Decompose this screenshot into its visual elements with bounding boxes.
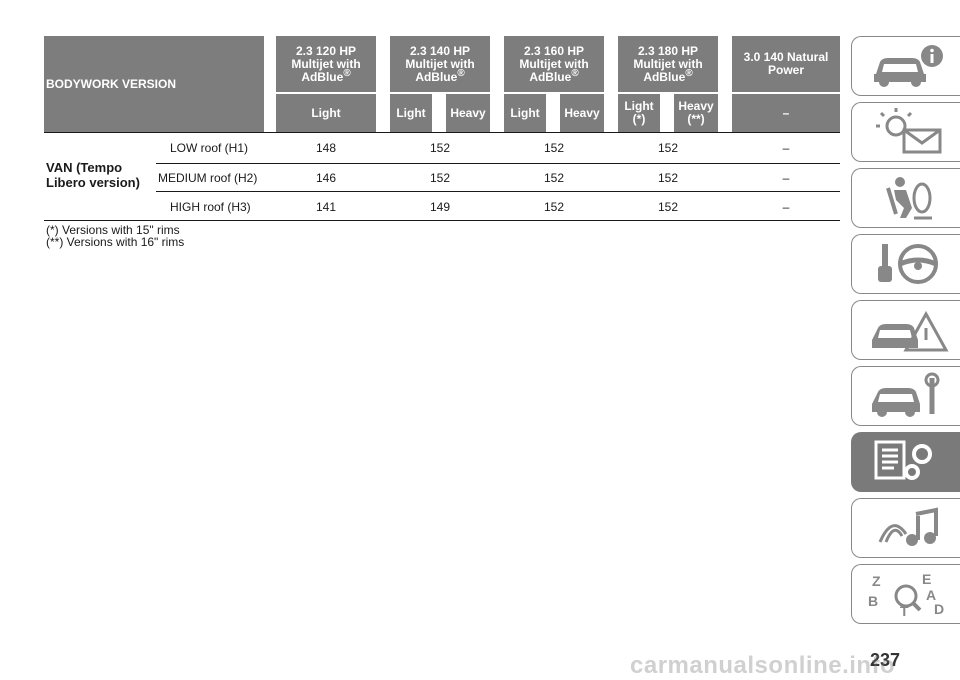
variant-light: Light	[276, 94, 376, 132]
tab-servicing[interactable]	[851, 366, 960, 426]
table-cell: 148	[315, 141, 337, 155]
svg-text:D: D	[934, 601, 944, 617]
table-cell: 152	[657, 171, 679, 185]
bodywork-version-header: BODYWORK VERSION	[44, 36, 264, 132]
table-cell: 152	[543, 171, 565, 185]
row-label: MEDIUM roof (H2)	[158, 171, 258, 185]
variant-light: Light	[504, 94, 546, 132]
table-rule-bottom	[44, 220, 840, 221]
svg-text:E: E	[922, 571, 931, 587]
tab-emergency[interactable]	[851, 300, 960, 360]
table-cell: 149	[429, 200, 451, 214]
table-cell: 152	[543, 141, 565, 155]
variant-none: –	[732, 94, 840, 132]
table-cell: 152	[429, 141, 451, 155]
footnote: (**) Versions with 16" rims	[46, 235, 185, 249]
tab-vehicle-info[interactable]	[851, 36, 960, 96]
variant-heavy: Heavy	[560, 94, 604, 132]
table-cell: –	[782, 171, 790, 185]
variant-light: Light	[390, 94, 432, 132]
row-label: HIGH roof (H3)	[170, 200, 251, 214]
page-number: 237	[870, 650, 901, 670]
variant-heavy-16in: Heavy (**)	[674, 94, 718, 132]
car-service-wrench-icon	[866, 372, 950, 420]
table-cell: 152	[657, 200, 679, 214]
svg-text:T: T	[900, 603, 909, 618]
footnote: (*) Versions with 15" rims	[46, 223, 180, 237]
svg-text:A: A	[926, 587, 936, 603]
table-cell: 152	[657, 141, 679, 155]
tab-technical-data[interactable]	[851, 432, 960, 492]
table-cell: –	[782, 141, 790, 155]
table-rule	[156, 191, 840, 192]
engine-header-natural-power: 3.0 140 Natural Power	[732, 36, 840, 92]
key-steering-wheel-icon	[866, 240, 950, 288]
variant-heavy: Heavy	[446, 94, 490, 132]
safety-airbag-icon	[866, 174, 950, 222]
table-cell: 146	[315, 171, 337, 185]
table-cell: –	[782, 200, 790, 214]
technical-data-gears-icon	[866, 438, 950, 486]
tab-multimedia[interactable]	[851, 498, 960, 558]
engine-header-160hp: 2.3 160 HP Multijet with AdBlue®	[504, 36, 604, 92]
table-cell: 141	[315, 200, 337, 214]
tab-warning-lights[interactable]	[851, 102, 960, 162]
group-label: VAN (Tempo Libero version)	[46, 160, 140, 190]
tab-safety[interactable]	[851, 168, 960, 228]
engine-header-140hp: 2.3 140 HP Multijet with AdBlue®	[390, 36, 490, 92]
svg-text:Z: Z	[872, 573, 881, 589]
car-info-icon	[866, 42, 950, 90]
svg-text:B: B	[868, 593, 878, 609]
engine-header-180hp: 2.3 180 HP Multijet with AdBlue®	[618, 36, 718, 92]
multimedia-icon	[866, 504, 950, 552]
tab-starting-driving[interactable]	[851, 234, 960, 294]
table-cell: 152	[543, 200, 565, 214]
table-cell: 152	[429, 171, 451, 185]
footnotes: (*) Versions with 15" rims (**) Versions…	[46, 224, 184, 248]
warning-lights-icon	[866, 108, 950, 156]
row-label: LOW roof (H1)	[170, 141, 249, 155]
variant-light-15in: Light (*)	[618, 94, 660, 132]
watermark: carmanualsonline.info	[630, 652, 896, 679]
engine-header-120hp: 2.3 120 HP Multijet with AdBlue®	[276, 36, 376, 92]
table-rule	[156, 163, 840, 164]
emergency-car-icon	[866, 306, 950, 354]
table-rule-top	[44, 132, 840, 133]
